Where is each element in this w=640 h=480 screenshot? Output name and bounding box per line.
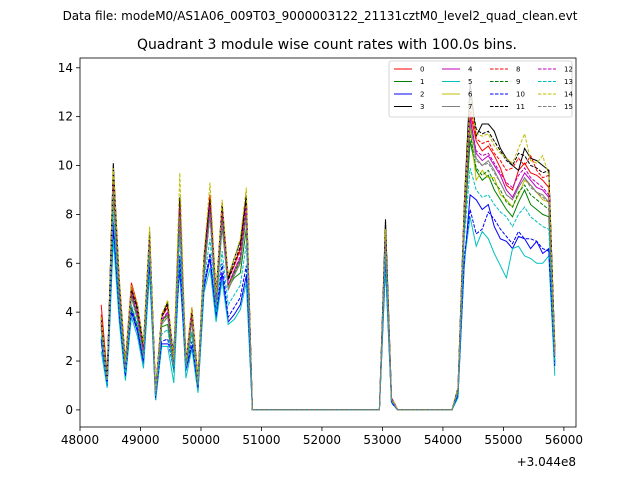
series-lines — [100, 82, 556, 411]
y-tick-label: 2 — [65, 354, 73, 368]
series-line-2 — [100, 193, 556, 411]
y-tick-label: 14 — [58, 61, 73, 75]
series-line-13 — [100, 167, 556, 411]
suptitle: Data file: modeM0/AS1A06_009T03_90000031… — [63, 9, 578, 23]
y-tick-label: 8 — [65, 207, 73, 221]
legend-label-2: 2 — [420, 91, 424, 99]
series-line-8 — [100, 104, 556, 411]
x-tick-label: 48000 — [61, 433, 99, 447]
legend-label-1: 1 — [420, 78, 424, 86]
legend-box — [388, 60, 573, 118]
legend-label-15: 15 — [564, 103, 573, 111]
series-line-10 — [100, 209, 556, 411]
series-line-14 — [100, 99, 556, 411]
legend-label-5: 5 — [468, 78, 472, 86]
legend-label-9: 9 — [516, 78, 520, 86]
chart-title: Quadrant 3 module wise count rates with … — [137, 37, 517, 53]
legend-label-11: 11 — [516, 103, 525, 111]
legend-label-14: 14 — [564, 91, 573, 99]
series-line-7 — [100, 121, 556, 411]
legend-label-0: 0 — [420, 66, 424, 74]
legend-label-10: 10 — [516, 91, 525, 99]
x-offset-label: +3.044e8 — [517, 455, 576, 469]
series-line-1 — [100, 140, 556, 411]
x-tick-label: 56000 — [545, 433, 583, 447]
series-line-4 — [100, 116, 556, 411]
x-tick-label: 54000 — [424, 433, 462, 447]
legend-label-12: 12 — [564, 66, 573, 74]
series-line-15 — [100, 123, 556, 411]
x-tick-label: 55000 — [484, 433, 522, 447]
legend-label-6: 6 — [468, 91, 473, 99]
series-line-6 — [100, 126, 556, 411]
y-tick-label: 6 — [65, 256, 73, 270]
axes: 48000 49000 50000 51000 52000 53000 54000 55000… — [58, 57, 583, 447]
x-tick-label: 51000 — [242, 433, 280, 447]
plot-frame — [79, 57, 577, 428]
legend-label-8: 8 — [516, 66, 520, 74]
series-line-12 — [100, 119, 556, 411]
x-tick-label: 53000 — [363, 433, 401, 447]
legend-label-13: 13 — [564, 78, 573, 86]
legend-label-7: 7 — [468, 103, 472, 111]
x-tick-label: 50000 — [182, 433, 220, 447]
x-tick-label: 52000 — [303, 433, 341, 447]
y-tick-label: 12 — [58, 110, 73, 124]
y-tick-label: 4 — [65, 305, 73, 319]
y-tick-label: 10 — [58, 159, 73, 173]
y-tick-label: 0 — [65, 403, 73, 417]
legend-label-4: 4 — [468, 66, 473, 74]
legend-label-3: 3 — [420, 103, 424, 111]
x-tick-label: 49000 — [121, 433, 159, 447]
